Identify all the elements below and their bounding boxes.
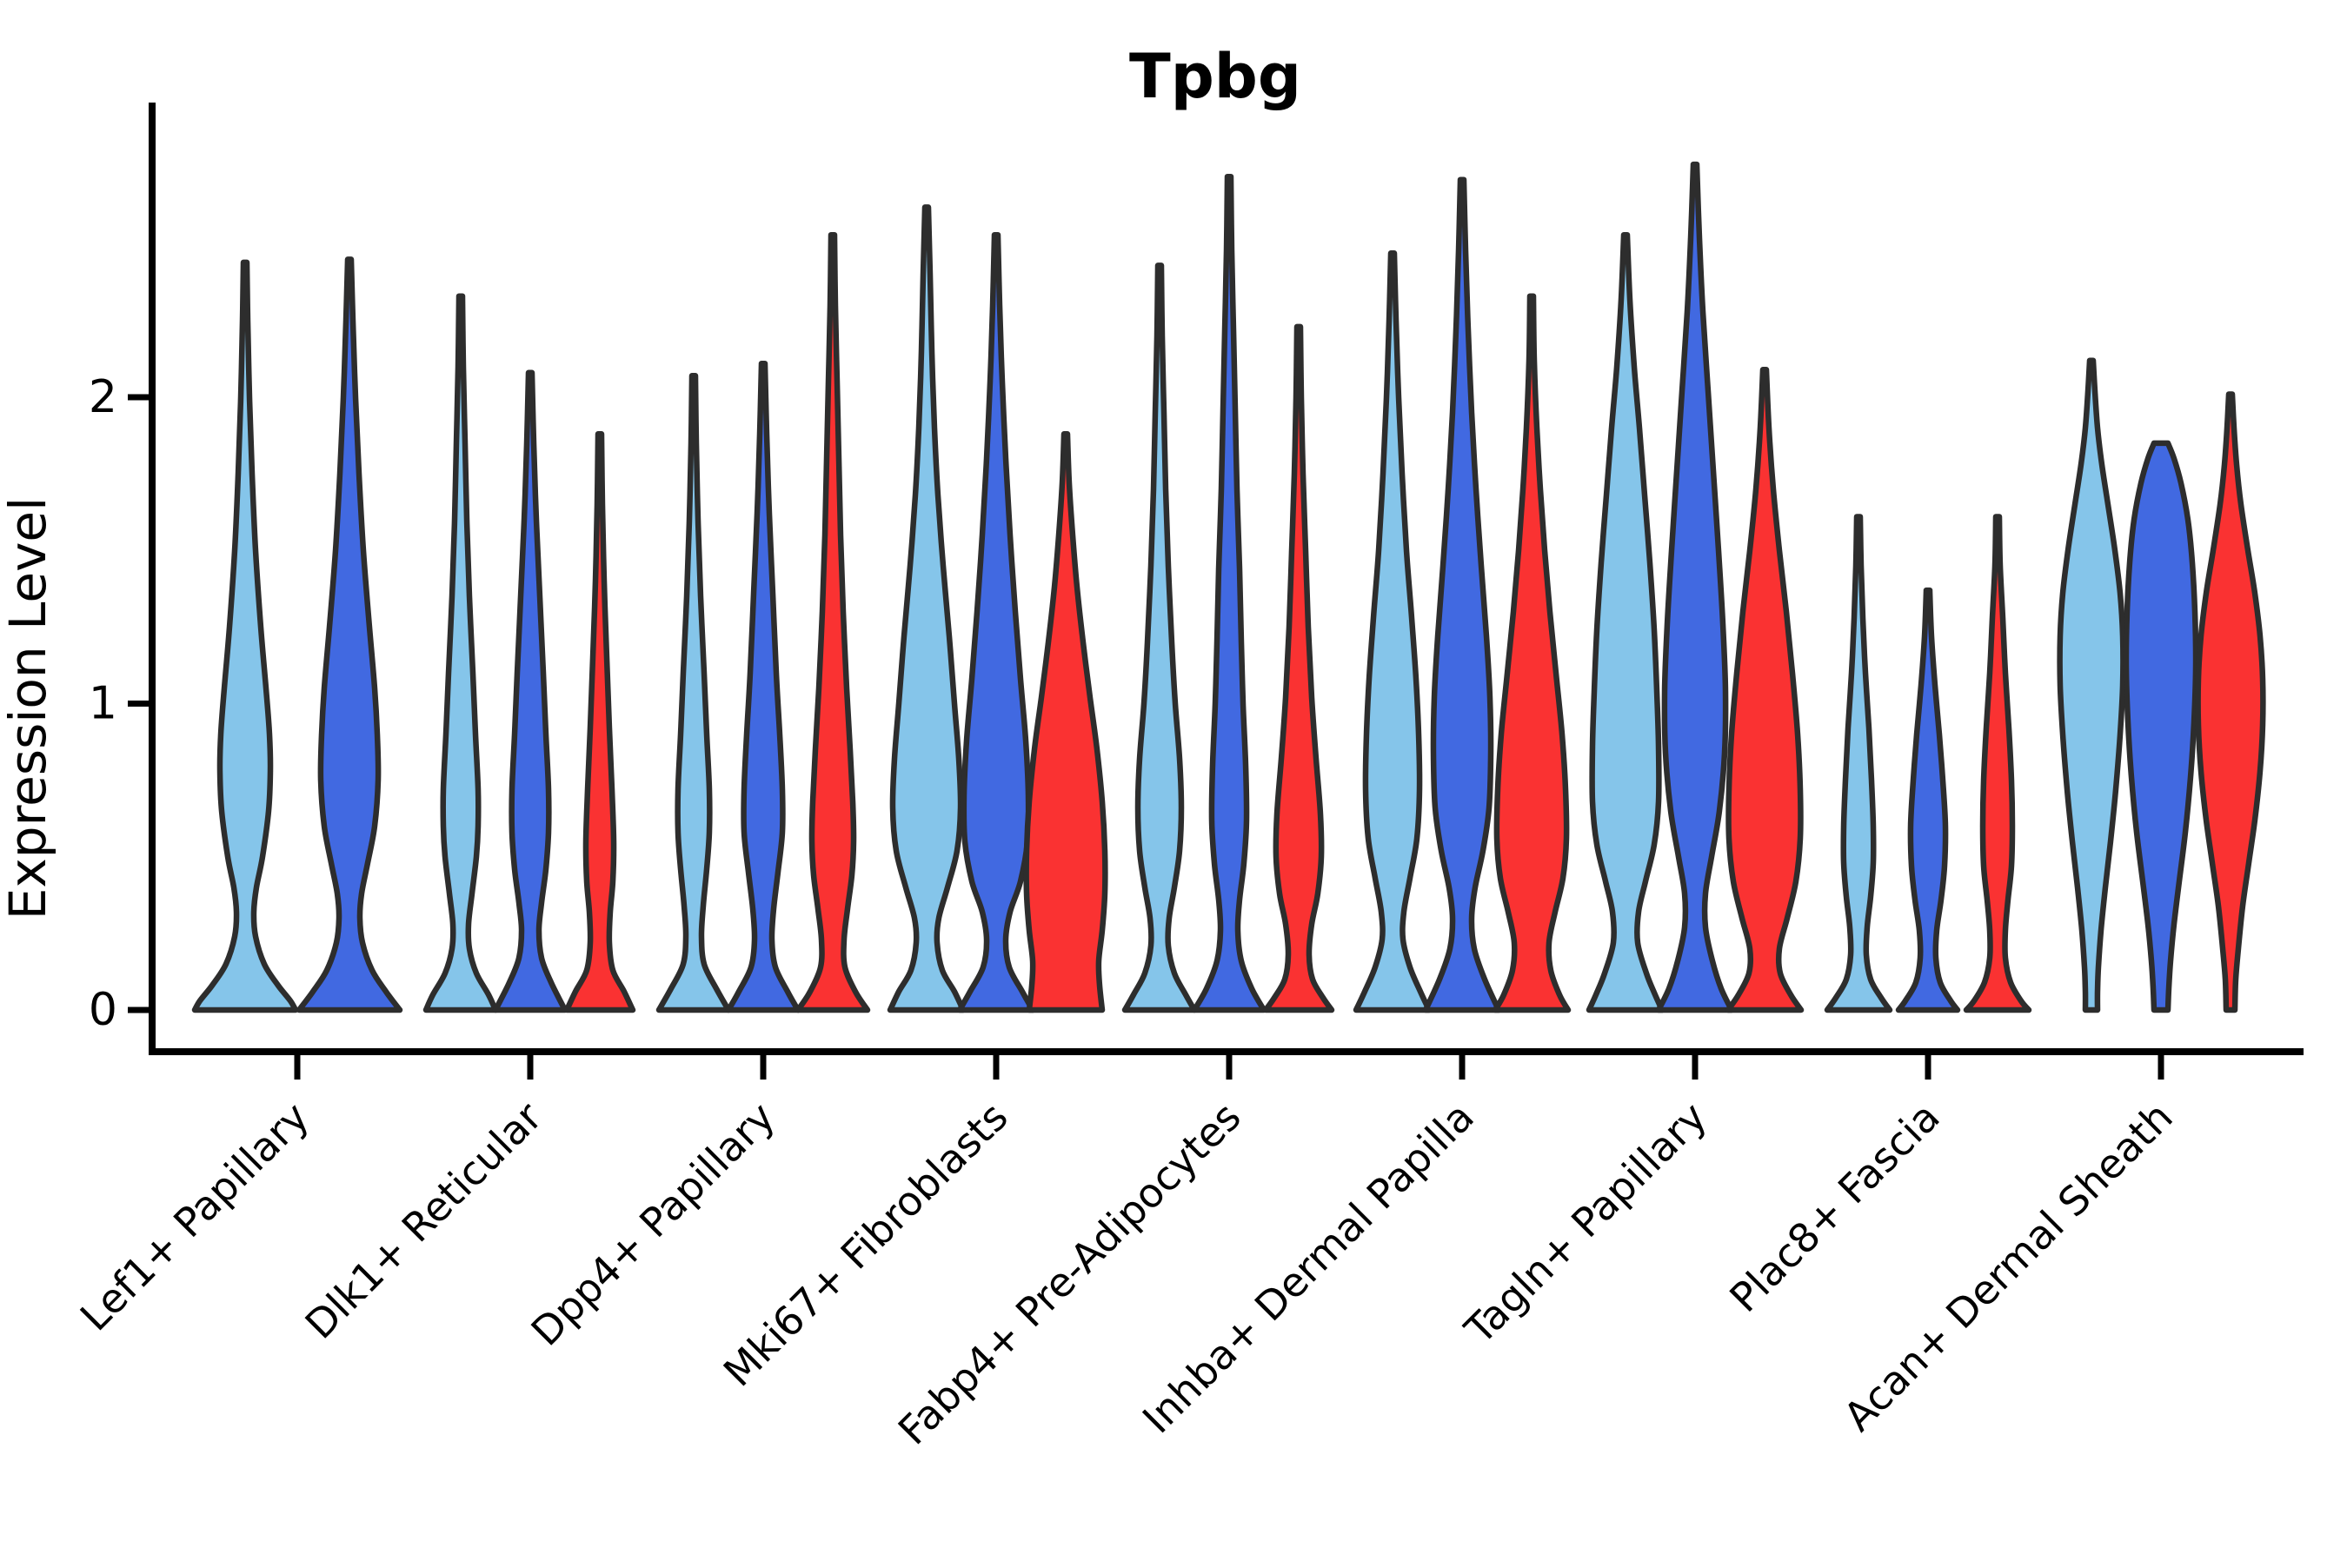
violin-red xyxy=(1023,431,1108,1013)
violin-lightblue xyxy=(191,259,299,1013)
violin-lightblue xyxy=(887,204,967,1013)
x-tick-label: Lef1+ Papillary xyxy=(71,1093,318,1340)
violin-red xyxy=(1262,323,1335,1013)
y-tick-label: 2 xyxy=(89,371,117,423)
violin-lightblue xyxy=(655,373,732,1013)
violin-red xyxy=(795,231,871,1013)
x-tick-label: Dlk1+ Reticular xyxy=(296,1093,551,1348)
violin-blue xyxy=(492,369,568,1013)
violin-lightblue xyxy=(1121,262,1198,1013)
violin-red xyxy=(1725,367,1805,1013)
violin-blue xyxy=(2123,440,2199,1013)
violin-blue xyxy=(1191,173,1267,1013)
violin-group xyxy=(191,161,2266,1013)
x-tick-label: Plac8+ Fascia xyxy=(1720,1093,1948,1321)
violin-red xyxy=(2195,391,2266,1013)
chart-title: Tpbg xyxy=(1129,41,1301,112)
violin-blue xyxy=(725,360,801,1013)
violin-blue xyxy=(956,231,1036,1013)
violin-blue xyxy=(1422,176,1502,1013)
violin-blue xyxy=(296,256,403,1013)
violin-lightblue xyxy=(2057,357,2126,1013)
x-tick-label: Dpp4+ Papillary xyxy=(522,1093,784,1355)
y-tick-label: 1 xyxy=(89,678,117,730)
violin-red xyxy=(563,431,636,1013)
violin-lightblue xyxy=(1824,514,1893,1013)
violin-blue xyxy=(1895,587,1961,1013)
y-axis-label: Expression Level xyxy=(0,497,57,920)
y-tick-label: 0 xyxy=(89,984,117,1036)
violin-red xyxy=(1963,514,2032,1013)
x-tick-label: Tagln+ Papillary xyxy=(1455,1093,1716,1354)
violin-lightblue xyxy=(1586,231,1666,1013)
violin-lightblue xyxy=(422,293,499,1013)
violin-lightblue xyxy=(1353,250,1433,1013)
violin-blue xyxy=(1655,161,1735,1013)
violin-red xyxy=(1492,293,1572,1013)
